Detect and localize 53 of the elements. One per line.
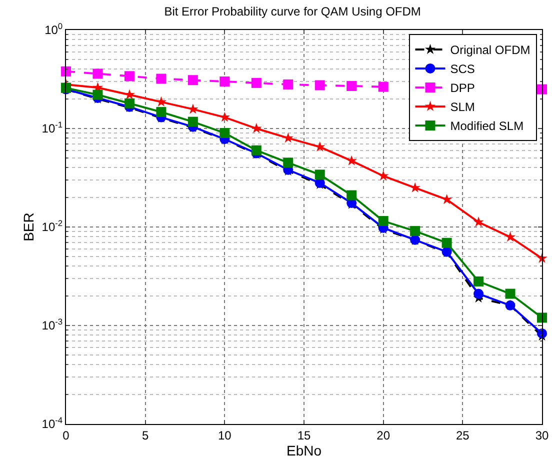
point bbox=[346, 81, 357, 92]
legend-label: SLM bbox=[450, 100, 475, 114]
point bbox=[92, 90, 103, 100]
point bbox=[410, 182, 420, 192]
x-tick-label: 15 bbox=[297, 428, 311, 442]
x-tick-label: 30 bbox=[535, 428, 549, 442]
point bbox=[251, 78, 262, 88]
point bbox=[156, 74, 166, 84]
point bbox=[220, 128, 230, 138]
point bbox=[92, 68, 103, 79]
point bbox=[188, 75, 198, 86]
point bbox=[474, 288, 484, 299]
y-tick-label: 10$^{-2}$ bbox=[42, 218, 63, 234]
point bbox=[156, 96, 167, 106]
point bbox=[346, 190, 357, 200]
x-tick-label: 5 bbox=[142, 428, 149, 442]
point bbox=[505, 288, 516, 299]
point bbox=[314, 170, 325, 180]
point bbox=[537, 84, 547, 94]
point bbox=[378, 170, 389, 180]
point bbox=[220, 76, 230, 86]
y-tick-label: 10$^{0}$ bbox=[44, 21, 63, 38]
point bbox=[314, 80, 325, 90]
legend-label: Modified SLM bbox=[450, 119, 524, 134]
point bbox=[410, 226, 420, 236]
point bbox=[283, 79, 294, 90]
point bbox=[378, 82, 388, 92]
point bbox=[537, 312, 547, 323]
point bbox=[346, 155, 357, 166]
point bbox=[188, 116, 198, 127]
point bbox=[251, 145, 262, 156]
point bbox=[378, 216, 388, 226]
x-tick-label: 25 bbox=[456, 428, 470, 442]
legend-label: SCS bbox=[450, 62, 475, 76]
point bbox=[283, 158, 294, 168]
point bbox=[156, 107, 166, 118]
point bbox=[504, 231, 516, 242]
x-tick-label: 0 bbox=[62, 428, 70, 442]
legend-label: Original OFDM bbox=[450, 43, 530, 58]
legend-label: DPP bbox=[450, 81, 475, 96]
point bbox=[442, 238, 452, 248]
chart-title: Bit Error Probability curve for QAM Using OFDM bbox=[164, 4, 421, 18]
y-tick-label: 10$^{-4}$ bbox=[42, 415, 63, 432]
y-axis-title: BER bbox=[20, 212, 36, 242]
point bbox=[473, 216, 484, 227]
point bbox=[474, 276, 484, 286]
point bbox=[124, 98, 134, 108]
y-tick-label: 10$^{-1}$ bbox=[42, 120, 63, 136]
x-tick-label: 20 bbox=[376, 428, 390, 442]
x-tick-label: 10 bbox=[218, 428, 232, 442]
y-tick-label: 10$^{-3}$ bbox=[42, 316, 63, 333]
point bbox=[124, 71, 134, 82]
x-axis-title: EbNo bbox=[286, 442, 322, 458]
